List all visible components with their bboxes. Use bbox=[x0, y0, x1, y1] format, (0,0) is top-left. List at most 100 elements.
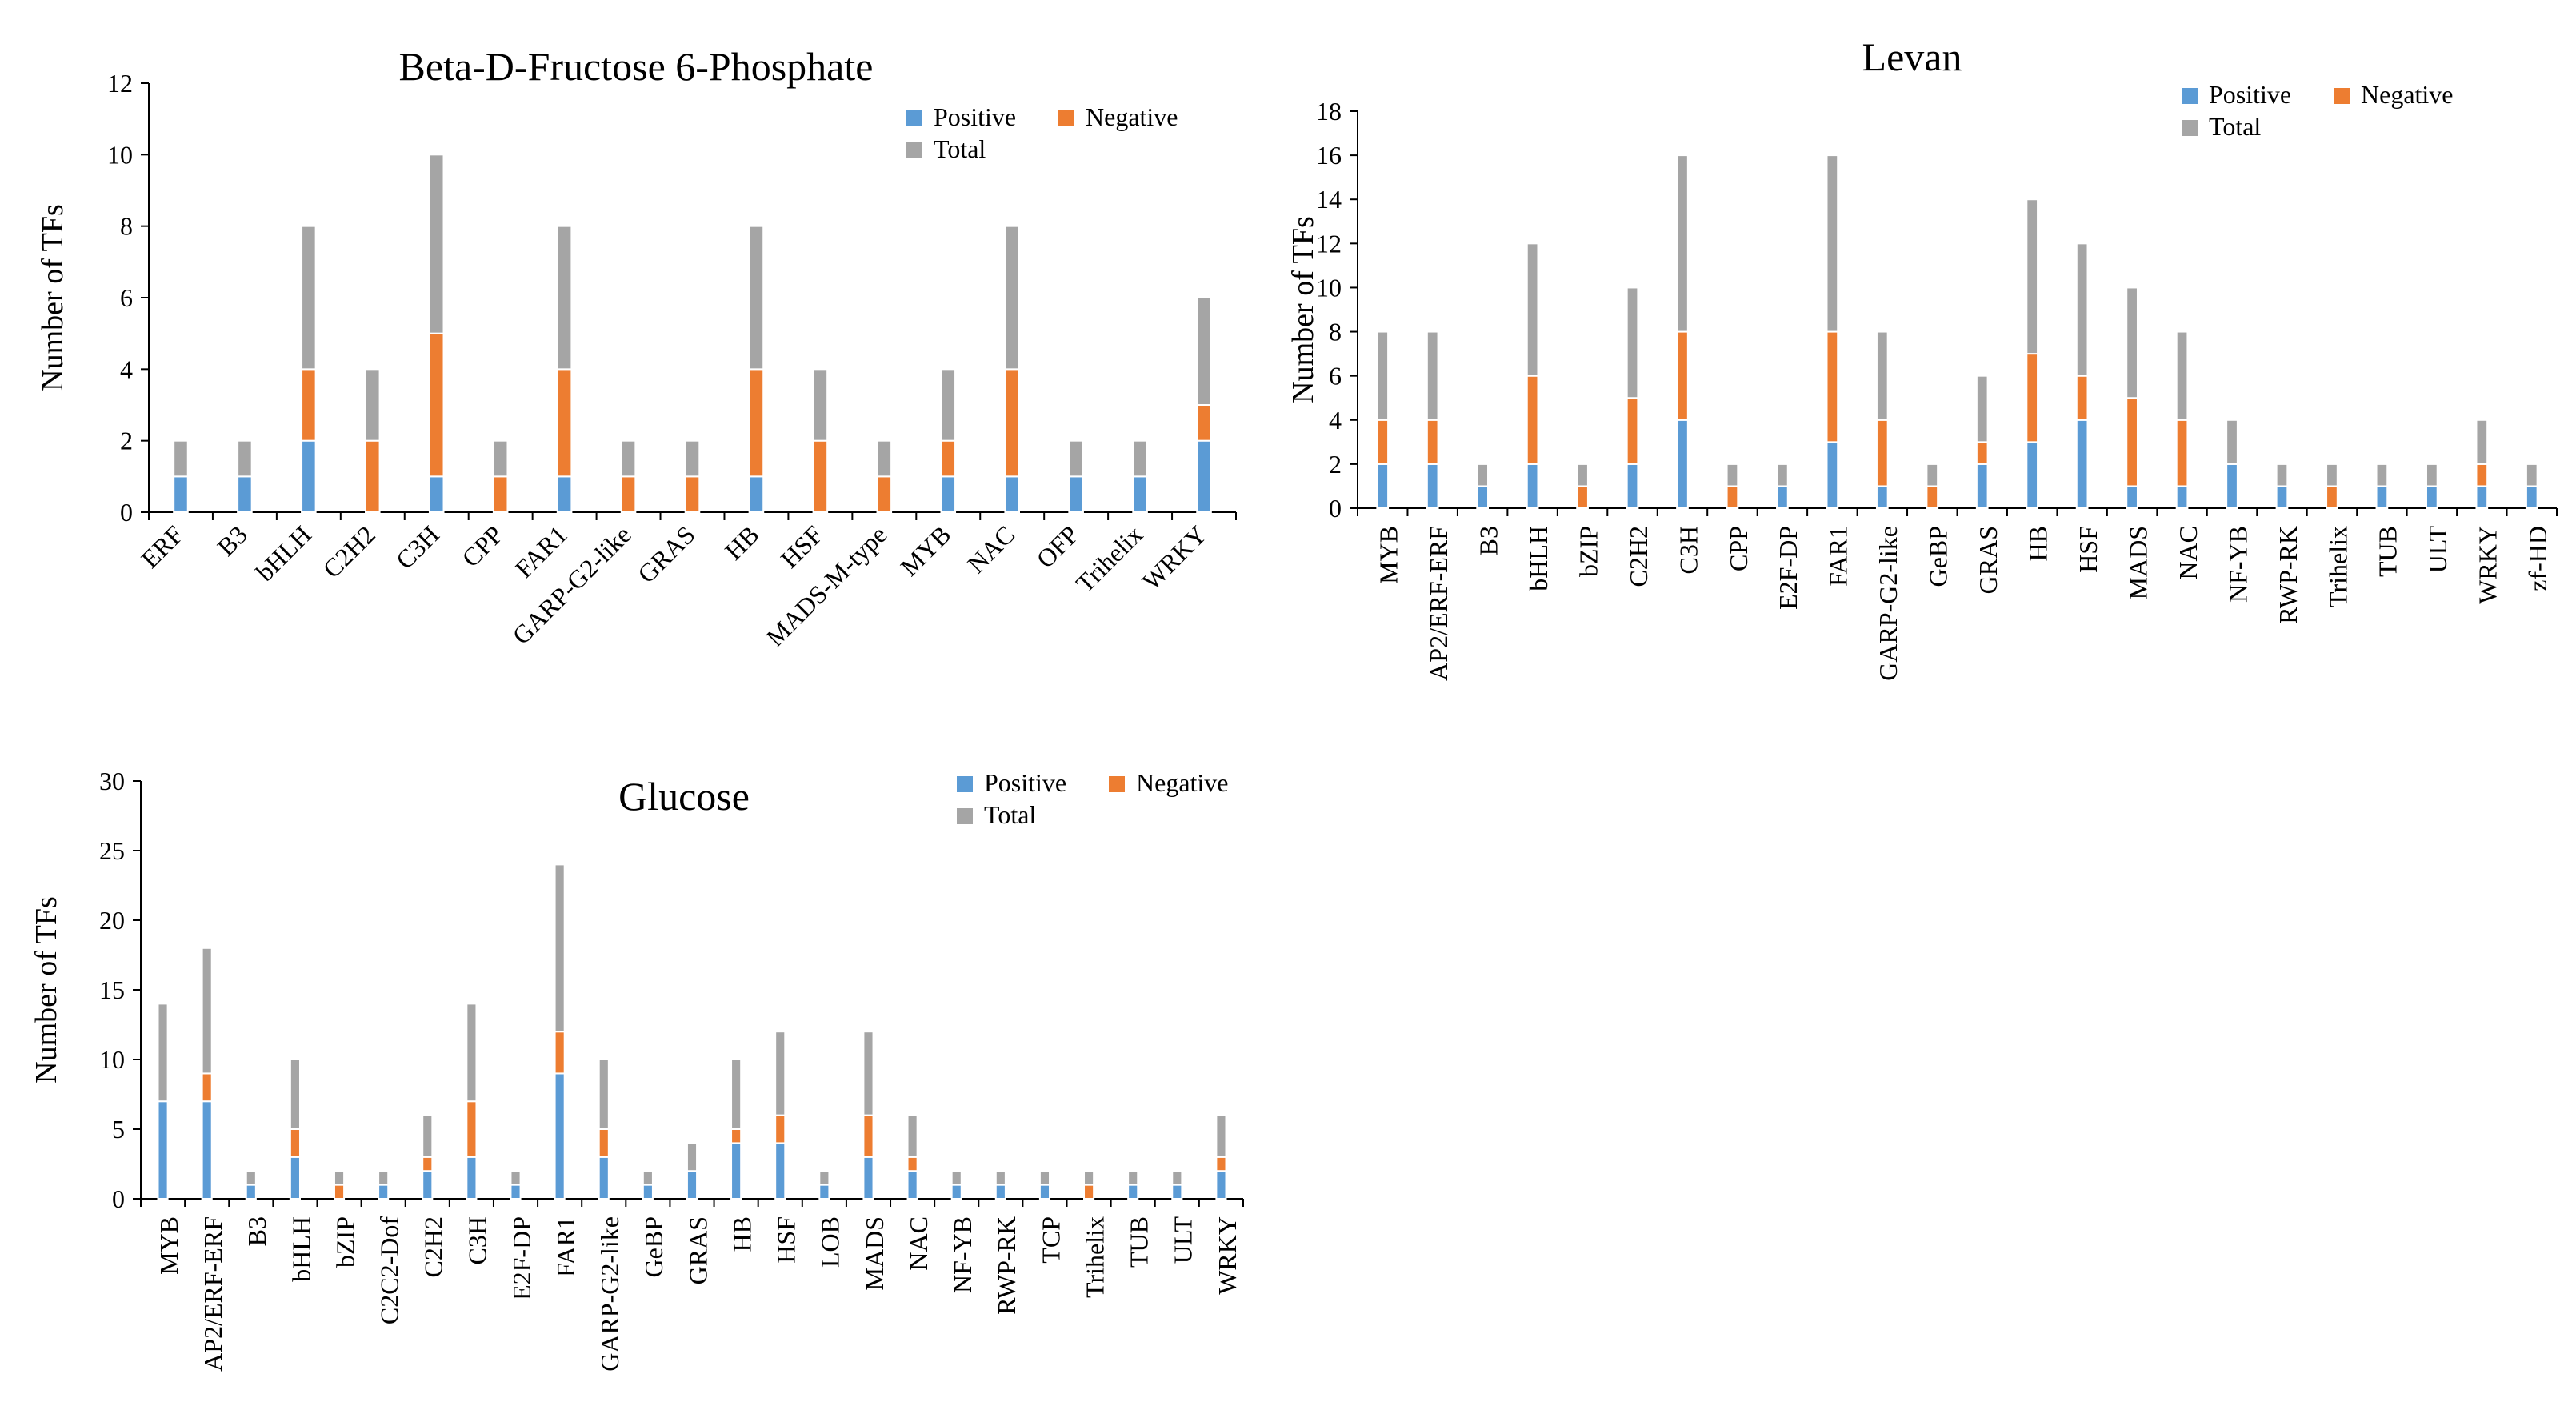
y-tick-label: 10 bbox=[107, 140, 133, 169]
x-tick-label: B3 bbox=[211, 520, 253, 562]
y-tick-label: 4 bbox=[120, 354, 133, 383]
negative-bar bbox=[1376, 419, 1390, 465]
y-tick-label: 8 bbox=[1329, 318, 1342, 346]
positive-bar bbox=[237, 475, 253, 513]
legend-swatch-total bbox=[2182, 120, 2198, 136]
negative-bar bbox=[774, 1114, 786, 1144]
total-bar bbox=[686, 1142, 698, 1172]
positive-bar bbox=[2126, 485, 2138, 510]
y-tick-label: 8 bbox=[120, 212, 133, 241]
x-tick-label: C3H bbox=[1674, 526, 1702, 574]
y-tick-label: 16 bbox=[1316, 141, 1342, 170]
total-bar bbox=[774, 1031, 786, 1116]
total-bar bbox=[378, 1170, 390, 1186]
total-bar bbox=[1426, 330, 1439, 421]
positive-bar bbox=[1376, 463, 1390, 510]
positive-bar bbox=[201, 1100, 213, 1200]
legend-label-negative: Negative bbox=[2361, 80, 2454, 109]
negative-bar bbox=[556, 368, 573, 478]
total-bar bbox=[1196, 297, 1212, 406]
legend-label-positive: Positive bbox=[984, 768, 1066, 797]
total-bar bbox=[862, 1031, 874, 1116]
total-bar bbox=[2075, 242, 2089, 377]
total-bar bbox=[1676, 154, 1689, 333]
negative-bar bbox=[598, 1128, 610, 1158]
negative-bar bbox=[2326, 485, 2338, 510]
negative-bar bbox=[428, 332, 445, 478]
positive-bar bbox=[1068, 475, 1084, 513]
x-tick-label: LOB bbox=[816, 1216, 845, 1268]
x-tick-label: C2H2 bbox=[317, 520, 381, 584]
positive-bar bbox=[2026, 441, 2039, 509]
total-bar bbox=[1171, 1170, 1183, 1186]
positive-bar bbox=[466, 1156, 478, 1200]
negative-bar bbox=[1526, 375, 1539, 465]
negative-bar bbox=[2126, 397, 2138, 487]
total-bar bbox=[642, 1170, 654, 1186]
x-tick-label: C2H2 bbox=[419, 1216, 448, 1277]
x-tick-label: B3 bbox=[242, 1216, 271, 1246]
chart-panel-2: Levan Number of TFs 0 2 4 6 8 10 12 14 16 18 MYB AP2/… bbox=[1286, 34, 2558, 681]
positive-bar bbox=[598, 1156, 610, 1200]
negative-bar bbox=[684, 475, 701, 513]
negative-bar bbox=[1626, 397, 1639, 465]
x-tick-label: ULT bbox=[2423, 526, 2452, 574]
negative-bar bbox=[730, 1128, 742, 1144]
x-tick-label: GARP-G2-like bbox=[1874, 526, 1902, 681]
total-bar bbox=[748, 225, 765, 371]
y-tick-label: 20 bbox=[99, 906, 125, 935]
x-tick-label: ERF bbox=[135, 520, 189, 574]
x-tick-label: B3 bbox=[1474, 526, 1502, 555]
x-tick-label: NF-YB bbox=[2223, 526, 2252, 603]
total-bar bbox=[1826, 154, 1839, 333]
y-tick-label: 10 bbox=[99, 1045, 125, 1074]
chart-legend: Positive Negative Total bbox=[2182, 80, 2454, 141]
total-bar bbox=[201, 947, 213, 1075]
positive-bar bbox=[510, 1184, 522, 1200]
y-tick-label: 25 bbox=[99, 836, 125, 865]
positive-bar bbox=[378, 1184, 390, 1200]
positive-bar bbox=[642, 1184, 654, 1200]
x-tick-label: CPP bbox=[1724, 526, 1753, 571]
total-bar bbox=[2026, 198, 2039, 355]
x-tick-label: bHLH bbox=[1524, 526, 1553, 591]
legend-swatch-total bbox=[957, 808, 973, 824]
legend-label-negative: Negative bbox=[1136, 768, 1229, 797]
negative-bar bbox=[1975, 441, 1989, 465]
x-tick-label: TUB bbox=[1125, 1216, 1154, 1268]
x-tick-label: AP2/ERF-ERF bbox=[198, 1216, 227, 1372]
negative-bar bbox=[466, 1100, 478, 1158]
positive-bar bbox=[862, 1156, 874, 1200]
total-bar bbox=[2126, 286, 2138, 399]
legend-swatch-positive bbox=[906, 110, 922, 126]
x-tick-label: C3H bbox=[463, 1216, 492, 1264]
positive-bar bbox=[173, 475, 189, 513]
x-tick-label: TCP bbox=[1036, 1216, 1065, 1264]
x-tick-label: HB bbox=[727, 1216, 756, 1252]
x-tick-label: C2H2 bbox=[1624, 526, 1653, 587]
total-bar bbox=[245, 1170, 257, 1186]
negative-bar bbox=[1926, 485, 1939, 510]
x-tick-label: bHLH bbox=[250, 520, 317, 587]
x-tick-label: TUB bbox=[2374, 526, 2402, 577]
y-tick-label: 18 bbox=[1316, 97, 1342, 126]
negative-bar bbox=[2175, 419, 2189, 487]
negative-bar bbox=[289, 1128, 301, 1158]
total-bar bbox=[1875, 330, 1889, 421]
x-tick-label: E2F-DP bbox=[1774, 526, 1802, 610]
x-tick-label: GRAS bbox=[1974, 526, 2002, 594]
positive-bar bbox=[774, 1142, 786, 1200]
x-tick-label: NAC bbox=[962, 520, 1020, 579]
x-tick-label: OFP bbox=[1030, 520, 1084, 574]
chart-title: Levan bbox=[1862, 34, 1962, 79]
y-tick-label: 14 bbox=[1316, 185, 1342, 214]
negative-bar bbox=[365, 439, 381, 514]
y-tick-label: 12 bbox=[107, 69, 133, 98]
positive-bar bbox=[686, 1170, 698, 1200]
x-tick-label: CPP bbox=[456, 520, 509, 573]
negative-bar bbox=[2075, 375, 2089, 421]
negative-bar bbox=[1726, 485, 1739, 510]
negative-bar bbox=[1576, 485, 1589, 510]
positive-bar bbox=[422, 1170, 434, 1200]
